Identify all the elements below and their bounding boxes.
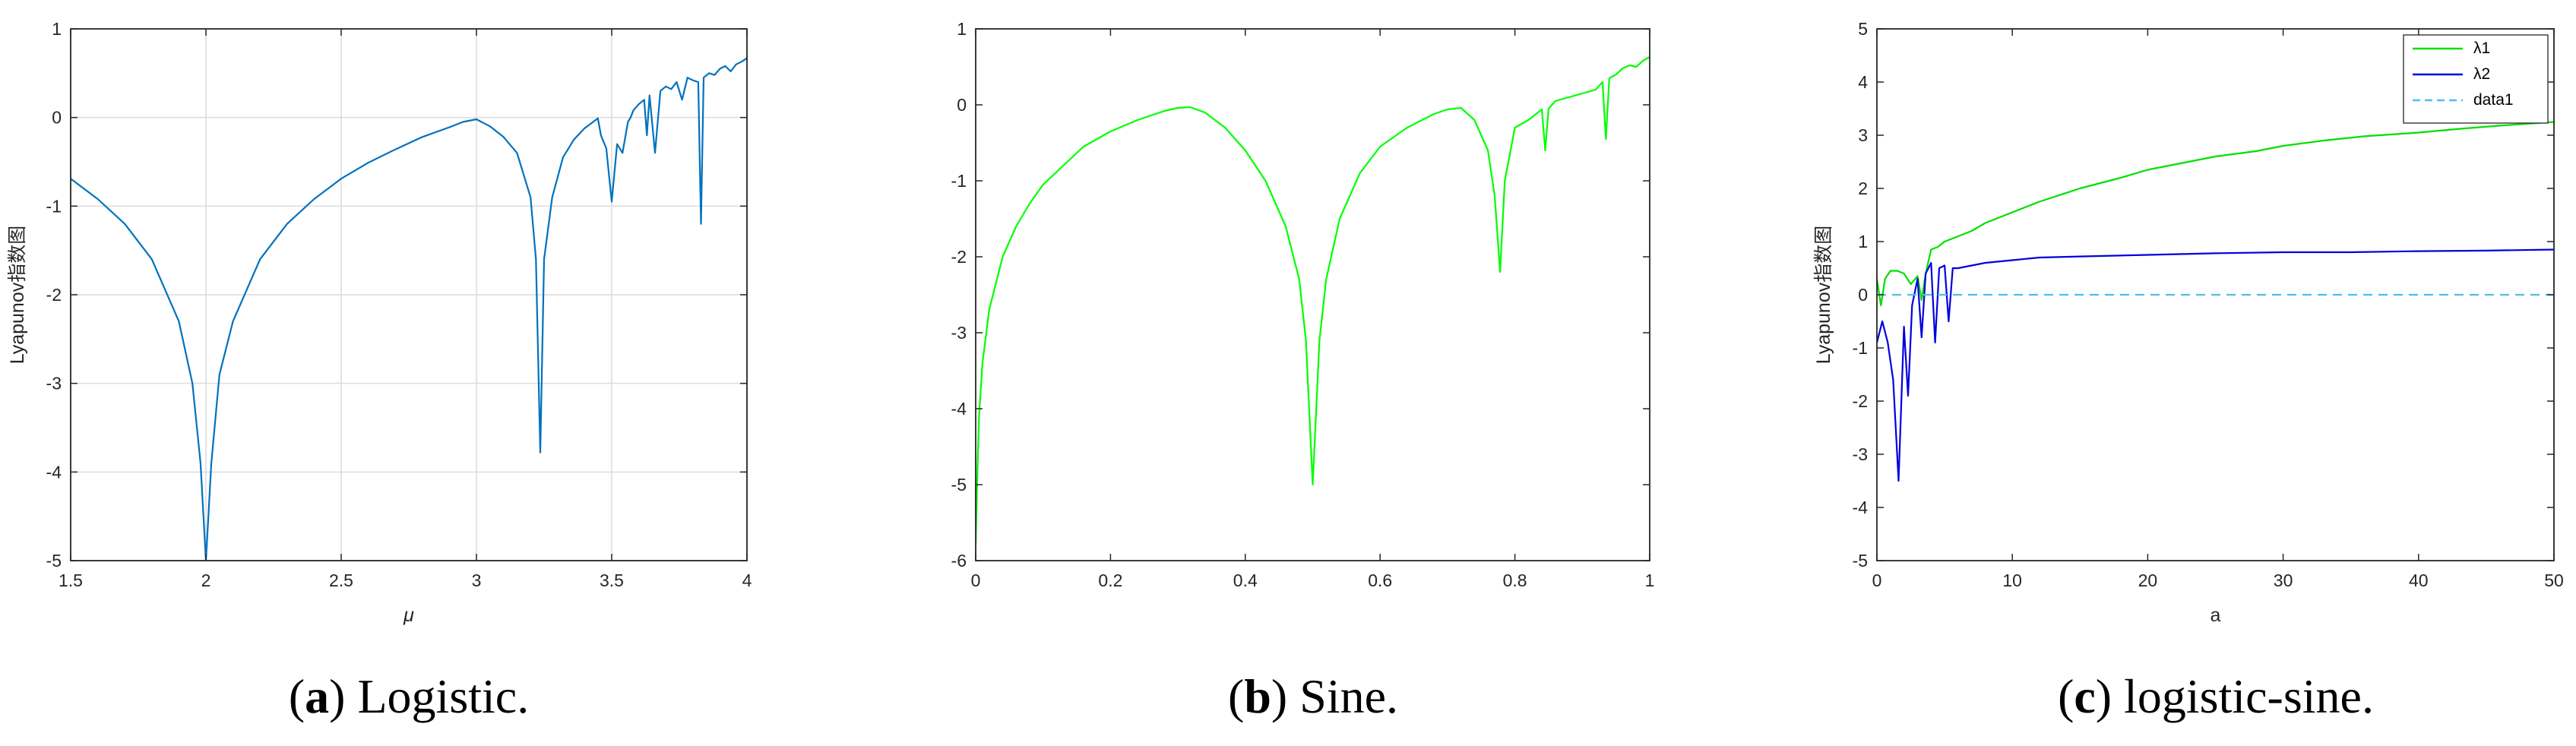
panel-caption: (a) Logistic. bbox=[289, 669, 529, 723]
y-tick-label: -2 bbox=[1853, 391, 1868, 411]
x-tick-label: 40 bbox=[2409, 571, 2429, 590]
x-tick-label: 1.5 bbox=[59, 571, 83, 590]
x-tick-label: 30 bbox=[2274, 571, 2293, 590]
y-tick-label: 0 bbox=[1858, 285, 1868, 305]
y-tick-label: -2 bbox=[951, 247, 967, 267]
x-tick-label: 20 bbox=[2138, 571, 2158, 590]
y-tick-label: 0 bbox=[957, 95, 967, 115]
y-tick-label: -4 bbox=[951, 399, 967, 419]
x-tick-label: 2 bbox=[201, 571, 211, 590]
y-tick-label: 0 bbox=[52, 108, 62, 128]
y-tick-label: 2 bbox=[1858, 179, 1868, 198]
legend-entry-label: λ1 bbox=[2473, 40, 2490, 57]
x-tick-label: 4 bbox=[742, 571, 752, 590]
x-tick-label: 0.6 bbox=[1368, 571, 1392, 590]
x-tick-label: 0.4 bbox=[1233, 571, 1258, 590]
legend-entry-label: λ2 bbox=[2473, 65, 2490, 83]
x-tick-label: 1 bbox=[1645, 571, 1655, 590]
x-axis-label: μ bbox=[403, 605, 414, 626]
y-tick-label: -3 bbox=[1853, 444, 1868, 464]
legend-entry-label: data1 bbox=[2473, 91, 2514, 109]
panel-sine: 0 0.2 0.4 0.6 0.8 1 -6 -5 -4 -3 -2 -1 0 1 (b) Sine. bbox=[951, 19, 1655, 723]
x-axis-label: a bbox=[2210, 605, 2221, 626]
axes-box bbox=[975, 28, 1650, 561]
panel-caption: (c) logistic-sine. bbox=[2058, 669, 2374, 723]
y-tick-label: -5 bbox=[46, 551, 62, 571]
y-tick-label: 4 bbox=[1858, 72, 1868, 92]
y-tick-label: -4 bbox=[1853, 498, 1869, 517]
y-tick-label: -6 bbox=[951, 551, 967, 571]
y-tick-label: -4 bbox=[46, 462, 62, 482]
y-tick-label: 1 bbox=[957, 19, 967, 39]
y-tick-label: -5 bbox=[1853, 551, 1868, 571]
x-tick-label: 0.8 bbox=[1503, 571, 1527, 590]
x-tick-label: 0 bbox=[1872, 571, 1882, 590]
legend-box bbox=[2403, 34, 2549, 124]
y-axis-label: Lyapunov指数图 bbox=[1813, 226, 1834, 365]
x-tick-label: 50 bbox=[2544, 571, 2564, 590]
x-tick-label: 0.2 bbox=[1098, 571, 1122, 590]
y-tick-label: -3 bbox=[46, 374, 62, 394]
x-tick-label: 3.5 bbox=[600, 571, 624, 590]
panel-logistic: 1.5 2 2.5 3 3.5 4 -5 -4 -3 -2 -1 0 1 μ Lyapunov指数图 (a) … bbox=[7, 19, 752, 723]
x-tick-label: 10 bbox=[2002, 571, 2022, 590]
y-axis-label: Lyapunov指数图 bbox=[7, 226, 28, 365]
series-line-s0 bbox=[71, 57, 747, 561]
panel-logistic-sine: 0 10 20 30 40 50 -5 -4 -3 -2 -1 0 1 2 3 4 5 a Lyapunov指数图 λ… bbox=[1813, 19, 2564, 723]
x-tick-label: 2.5 bbox=[329, 571, 353, 590]
y-tick-label: -1 bbox=[46, 196, 62, 216]
y-tick-label: -3 bbox=[951, 323, 967, 343]
y-tick-label: -1 bbox=[1853, 338, 1868, 358]
x-tick-label: 0 bbox=[971, 571, 981, 590]
y-tick-label: 3 bbox=[1858, 125, 1868, 145]
y-tick-label: -5 bbox=[951, 475, 967, 495]
series-line-1 bbox=[1877, 121, 2554, 307]
x-tick-label: 3 bbox=[472, 571, 482, 590]
series-line-s0 bbox=[976, 56, 1650, 546]
series-line-2 bbox=[1877, 248, 2554, 482]
y-tick-label: 1 bbox=[52, 19, 62, 39]
y-tick-label: -1 bbox=[951, 171, 967, 191]
panel-caption: (b) Sine. bbox=[1228, 669, 1398, 723]
y-tick-label: 1 bbox=[1858, 232, 1868, 251]
y-tick-label: 5 bbox=[1858, 19, 1868, 39]
y-tick-label: -2 bbox=[46, 285, 62, 305]
